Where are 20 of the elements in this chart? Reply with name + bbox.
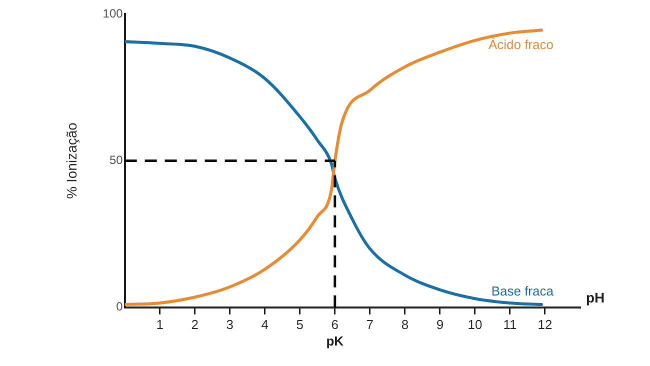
x-tick-label: 8: [401, 316, 409, 332]
x-tick-label: 6: [331, 316, 339, 332]
series-label: Base fraca: [491, 284, 554, 299]
x-tick-label: 5: [296, 316, 304, 332]
y-axis-title: % Ionização: [63, 122, 80, 199]
y-tick-label: 100: [102, 6, 124, 20]
x-tick-label: 2: [191, 316, 198, 332]
x-tick-label: 3: [226, 316, 234, 332]
ref-line-label: pK: [326, 333, 344, 348]
x-tick-label: 9: [436, 316, 444, 332]
x-tick-label: 7: [366, 316, 374, 332]
x-tick-label: 1: [156, 316, 164, 332]
x-tick-label: 4: [261, 316, 268, 332]
x-tick-label: 11: [503, 316, 517, 332]
x-tick-label: 12: [538, 316, 552, 332]
y-tick-label: 0: [116, 300, 124, 314]
series-label: Ácido fraco: [488, 37, 554, 52]
y-tick-label: 50: [109, 153, 124, 168]
x-axis-title: pH: [586, 289, 605, 306]
x-tick-label: 10: [468, 316, 482, 332]
